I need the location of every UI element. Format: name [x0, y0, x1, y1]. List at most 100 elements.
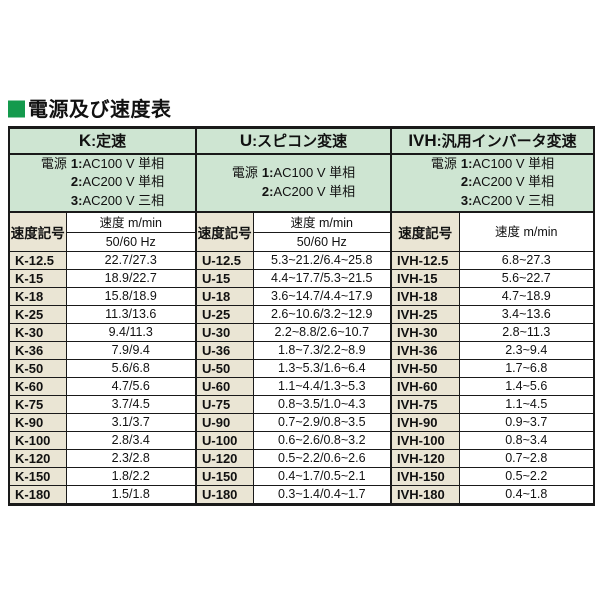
speed-symbol-cell: K-50 — [9, 359, 67, 378]
speed-symbol-cell: K-15 — [9, 269, 67, 288]
table-row: K-75 3.7/4.5 U-75 0.8~3.5/1.0~4.3 IVH-75 1.1~… — [9, 395, 594, 414]
table-row: K-12.5 22.7/27.3 U-12.5 5.3~21.2/6.4~25.8 IV… — [9, 251, 594, 270]
speed-value-cell: 1.1~4.5 — [459, 395, 594, 414]
speed-value-cell: 0.8~3.5/1.0~4.3 — [253, 395, 392, 414]
speed-symbol-cell: IVH-30 — [391, 323, 460, 342]
speed-symbol-cell: K-36 — [9, 341, 67, 360]
speed-value-cell: 4.7~18.9 — [459, 287, 594, 306]
power-label: 電源 — [231, 165, 258, 180]
speed-symbol-cell: K-12.5 — [9, 251, 67, 270]
speed-value-cell: 7.9/9.4 — [66, 341, 197, 360]
frequency-label: 50/60 Hz — [296, 234, 347, 249]
power-line: 2:AC200 V 単相 — [460, 174, 555, 190]
speed-symbol-cell: IVH-100 — [391, 431, 460, 450]
speed-value-cell: 9.4/11.3 — [66, 323, 197, 342]
speed-value-cell: 1.8~7.3/2.2~8.9 — [253, 341, 392, 360]
symbol-column-header: 速度記号 — [391, 211, 460, 252]
speed-column-header-u: 速度 m/min 50/60 Hz — [253, 211, 392, 252]
group-header-ivh: IVH:汎用インバータ変速 — [391, 127, 594, 155]
speed-value-cell: 5.6~22.7 — [459, 269, 594, 288]
speed-value-cell: 6.8~27.3 — [459, 251, 594, 270]
speed-value-cell: 0.4~1.8 — [505, 486, 548, 501]
speed-unit-label: 速度 m/min — [253, 213, 390, 233]
speed-symbol-cell: U-75 — [196, 395, 254, 414]
power-lines: 1:AC100 V 単相 2:AC200 V 単相 3:AC200 V 三相 — [71, 155, 164, 211]
speed-symbol-cell: IVH-15 — [391, 269, 460, 288]
speed-symbol-cell: IVH-50 — [391, 359, 460, 378]
speed-value-cell: 1.8/2.2 — [66, 467, 197, 486]
speed-symbol-cell: U-25 — [196, 305, 254, 324]
speed-value-cell: 15.8/18.9 — [66, 287, 197, 306]
speed-symbol-cell: U-120 — [196, 449, 254, 468]
speed-value-cell: 22.7/27.3 — [66, 251, 197, 270]
power-label: 電源 — [430, 155, 457, 171]
speed-symbol-cell: U-30 — [196, 323, 254, 342]
speed-symbol-cell: U-60 — [196, 377, 254, 396]
table-row: K-120 2.3/2.8 U-120 0.5~2.2/0.6~2.6 IVH-120 0… — [9, 449, 594, 468]
speed-column-header-ivh: 速度 m/min — [459, 211, 594, 252]
table-row: K-60 4.7/5.6 U-60 1.1~4.4/1.3~5.3 IVH-60 1.4~… — [9, 377, 594, 396]
speed-symbol-cell: U-15 — [196, 269, 254, 288]
speed-value-cell: 3.4~13.6 — [459, 305, 594, 324]
speed-symbol-cell: K-18 — [9, 287, 67, 306]
speed-symbol-cell: U-18 — [196, 287, 254, 306]
speed-symbol-cell: K-100 — [9, 431, 67, 450]
speed-value-cell: 3.6~14.7/4.4~17.9 — [253, 287, 392, 306]
speed-symbol-cell: IVH-90 — [391, 413, 460, 432]
group-prefix: K — [78, 131, 92, 151]
speed-symbol-cell: IVH-180 — [391, 485, 460, 504]
table-row: K-150 1.8/2.2 U-150 0.4~1.7/0.5~2.1 IVH-150 0… — [9, 467, 594, 486]
speed-symbol-cell: K-180 — [9, 485, 67, 504]
speed-value-cell: 1.5/1.8 — [66, 485, 197, 504]
power-spec-ivh: 電源 1:AC100 V 単相 2:AC200 V 単相 3:AC200 V 三… — [431, 155, 554, 211]
speed-value-cell: 2.2~8.8/2.6~10.7 — [253, 323, 392, 342]
group-name: :定速 — [91, 133, 127, 151]
speed-symbol-cell: U-36 — [196, 341, 254, 360]
speed-value-cell: 4.4~17.7/5.3~21.5 — [253, 269, 392, 288]
table-row: K-180 1.5/1.8 U-180 0.3~1.4/0.4~1.7 IVH-180 0… — [9, 485, 594, 504]
table-row: K-30 9.4/11.3 U-30 2.2~8.8/2.6~10.7 IVH-30 2.… — [9, 323, 594, 342]
speed-value-cell: 0.9~3.7 — [459, 413, 594, 432]
table-row: K-90 3.1/3.7 U-90 0.7~2.9/0.8~3.5 IVH-90 0.9~… — [9, 413, 594, 432]
table-row: K-15 18.9/22.7 U-15 4.4~17.7/5.3~21.5 IVH-15… — [9, 269, 594, 288]
group-header-u: U:スピコン変速 — [196, 127, 392, 155]
speed-symbol-cell: IVH-12.5 — [391, 251, 460, 270]
speed-value-cell: 0.8~3.4 — [459, 431, 594, 450]
power-lines: 1:AC100 V 単相 2:AC200 V 単相 3:AC200 V 三相 — [461, 155, 554, 211]
speed-unit-label: 速度 m/min — [494, 224, 558, 239]
table-row: K-50 5.6/6.8 U-50 1.3~5.3/1.6~6.4 IVH-50 1.7~… — [9, 359, 594, 378]
power-line: 2:AC200 V 単相 — [261, 183, 356, 199]
speed-value-cell: 0.5~2.2 — [459, 467, 594, 486]
speed-value-cell: 4.7/5.6 — [66, 377, 197, 396]
table-row: K-36 7.9/9.4 U-36 1.8~7.3/2.2~8.9 IVH-36 2.3~… — [9, 341, 594, 360]
speed-symbol-cell: IVH-18 — [391, 287, 460, 306]
power-spec-row: 電源 1:AC100 V 単相 2:AC200 V 単相 3:AC200 V 三… — [9, 153, 594, 213]
column-subheader-row: 速度記号 速度 m/min 50/60 Hz 速度記号 速度 m/min 50/… — [9, 211, 594, 252]
speed-value-cell: 1.7~6.8 — [459, 359, 594, 378]
power-lines: 1:AC100 V 単相 2:AC200 V 単相 — [262, 164, 355, 201]
speed-value-cell: 2.3/2.8 — [66, 449, 197, 468]
speed-value-cell: 2.6~10.6/3.2~12.9 — [253, 305, 392, 324]
speed-value-cell: 0.5~2.2/0.6~2.6 — [253, 449, 392, 468]
power-line: 1:AC100 V 単相 — [70, 155, 165, 171]
symbol-column-header: 速度記号 — [196, 211, 254, 252]
speed-symbol-cell: K-60 — [9, 377, 67, 396]
speed-symbol-cell: IVH-36 — [391, 341, 460, 360]
symbol-column-header: 速度記号 — [9, 211, 67, 252]
speed-value-cell: 0.7~2.8 — [459, 449, 594, 468]
speed-symbol-cell: K-75 — [9, 395, 67, 414]
group-prefix: U — [239, 131, 253, 151]
group-header-row: K:定速 U:スピコン変速 IVH:汎用インバータ変速 — [9, 127, 594, 155]
speed-value-cell: 1.4~5.6 — [459, 377, 594, 396]
speed-value-cell: 0.3~1.4/0.4~1.7 — [253, 485, 392, 504]
power-cell-ivh: 電源 1:AC100 V 単相 2:AC200 V 単相 3:AC200 V 三… — [391, 153, 594, 213]
speed-value-cell: 5.3~21.2/6.4~25.8 — [253, 251, 392, 270]
table-row: K-18 15.8/18.9 U-18 3.6~14.7/4.4~17.9 IVH-18… — [9, 287, 594, 306]
power-speed-table: K:定速 U:スピコン変速 IVH:汎用インバータ変速 電源 1:AC100 V… — [8, 126, 595, 506]
speed-unit-label: 速度 m/min — [66, 213, 195, 233]
speed-symbol-cell: U-90 — [196, 413, 254, 432]
power-line: 3:AC200 V 三相 — [70, 192, 165, 208]
speed-value-cell: 3.7/4.5 — [66, 395, 197, 414]
speed-symbol-cell: K-120 — [9, 449, 67, 468]
